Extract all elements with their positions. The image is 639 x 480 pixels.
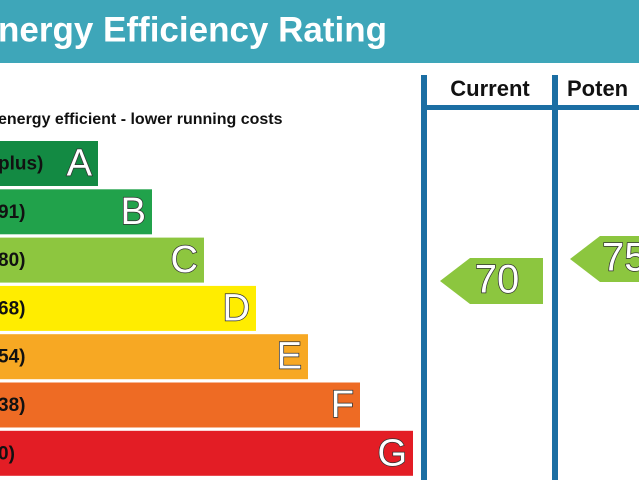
band-label: 68) bbox=[0, 298, 25, 319]
bands: plus) A 91) B 80) C 68) D 54) E 38) F 0) G bbox=[0, 141, 413, 476]
band-letter: A bbox=[67, 143, 93, 185]
band-label: 80) bbox=[0, 250, 25, 271]
band-letter: E bbox=[277, 336, 302, 378]
band-label: 0) bbox=[0, 443, 15, 464]
band-label: 54) bbox=[0, 347, 25, 368]
band-bar bbox=[0, 430, 413, 476]
band-letter: G bbox=[377, 432, 407, 474]
band-label: 91) bbox=[0, 202, 25, 223]
band-bar bbox=[0, 141, 98, 186]
column-divider bbox=[552, 75, 558, 480]
band-letter: C bbox=[171, 239, 198, 281]
potential-rating: 75 bbox=[602, 236, 639, 280]
band-bar bbox=[0, 189, 152, 235]
title: nergy Efficiency Rating bbox=[0, 10, 387, 49]
band-label: plus) bbox=[0, 154, 43, 175]
column-divider bbox=[421, 75, 427, 480]
potential-arrow bbox=[570, 236, 639, 282]
title-bar bbox=[0, 0, 639, 63]
band-letter: F bbox=[331, 384, 354, 426]
subtitle: energy efficient - lower running costs bbox=[0, 111, 283, 128]
header-rule bbox=[421, 105, 639, 110]
column-header: Current bbox=[450, 76, 530, 101]
band-bar bbox=[0, 334, 308, 380]
band-bar bbox=[0, 382, 360, 428]
band-letter: D bbox=[223, 287, 250, 329]
band-bar bbox=[0, 285, 256, 331]
column-header: Poten bbox=[567, 76, 628, 101]
band-label: 38) bbox=[0, 395, 25, 416]
current-arrow bbox=[440, 258, 543, 304]
band-bar bbox=[0, 237, 204, 283]
current-rating: 70 bbox=[475, 258, 520, 302]
band-letter: B bbox=[121, 191, 146, 233]
